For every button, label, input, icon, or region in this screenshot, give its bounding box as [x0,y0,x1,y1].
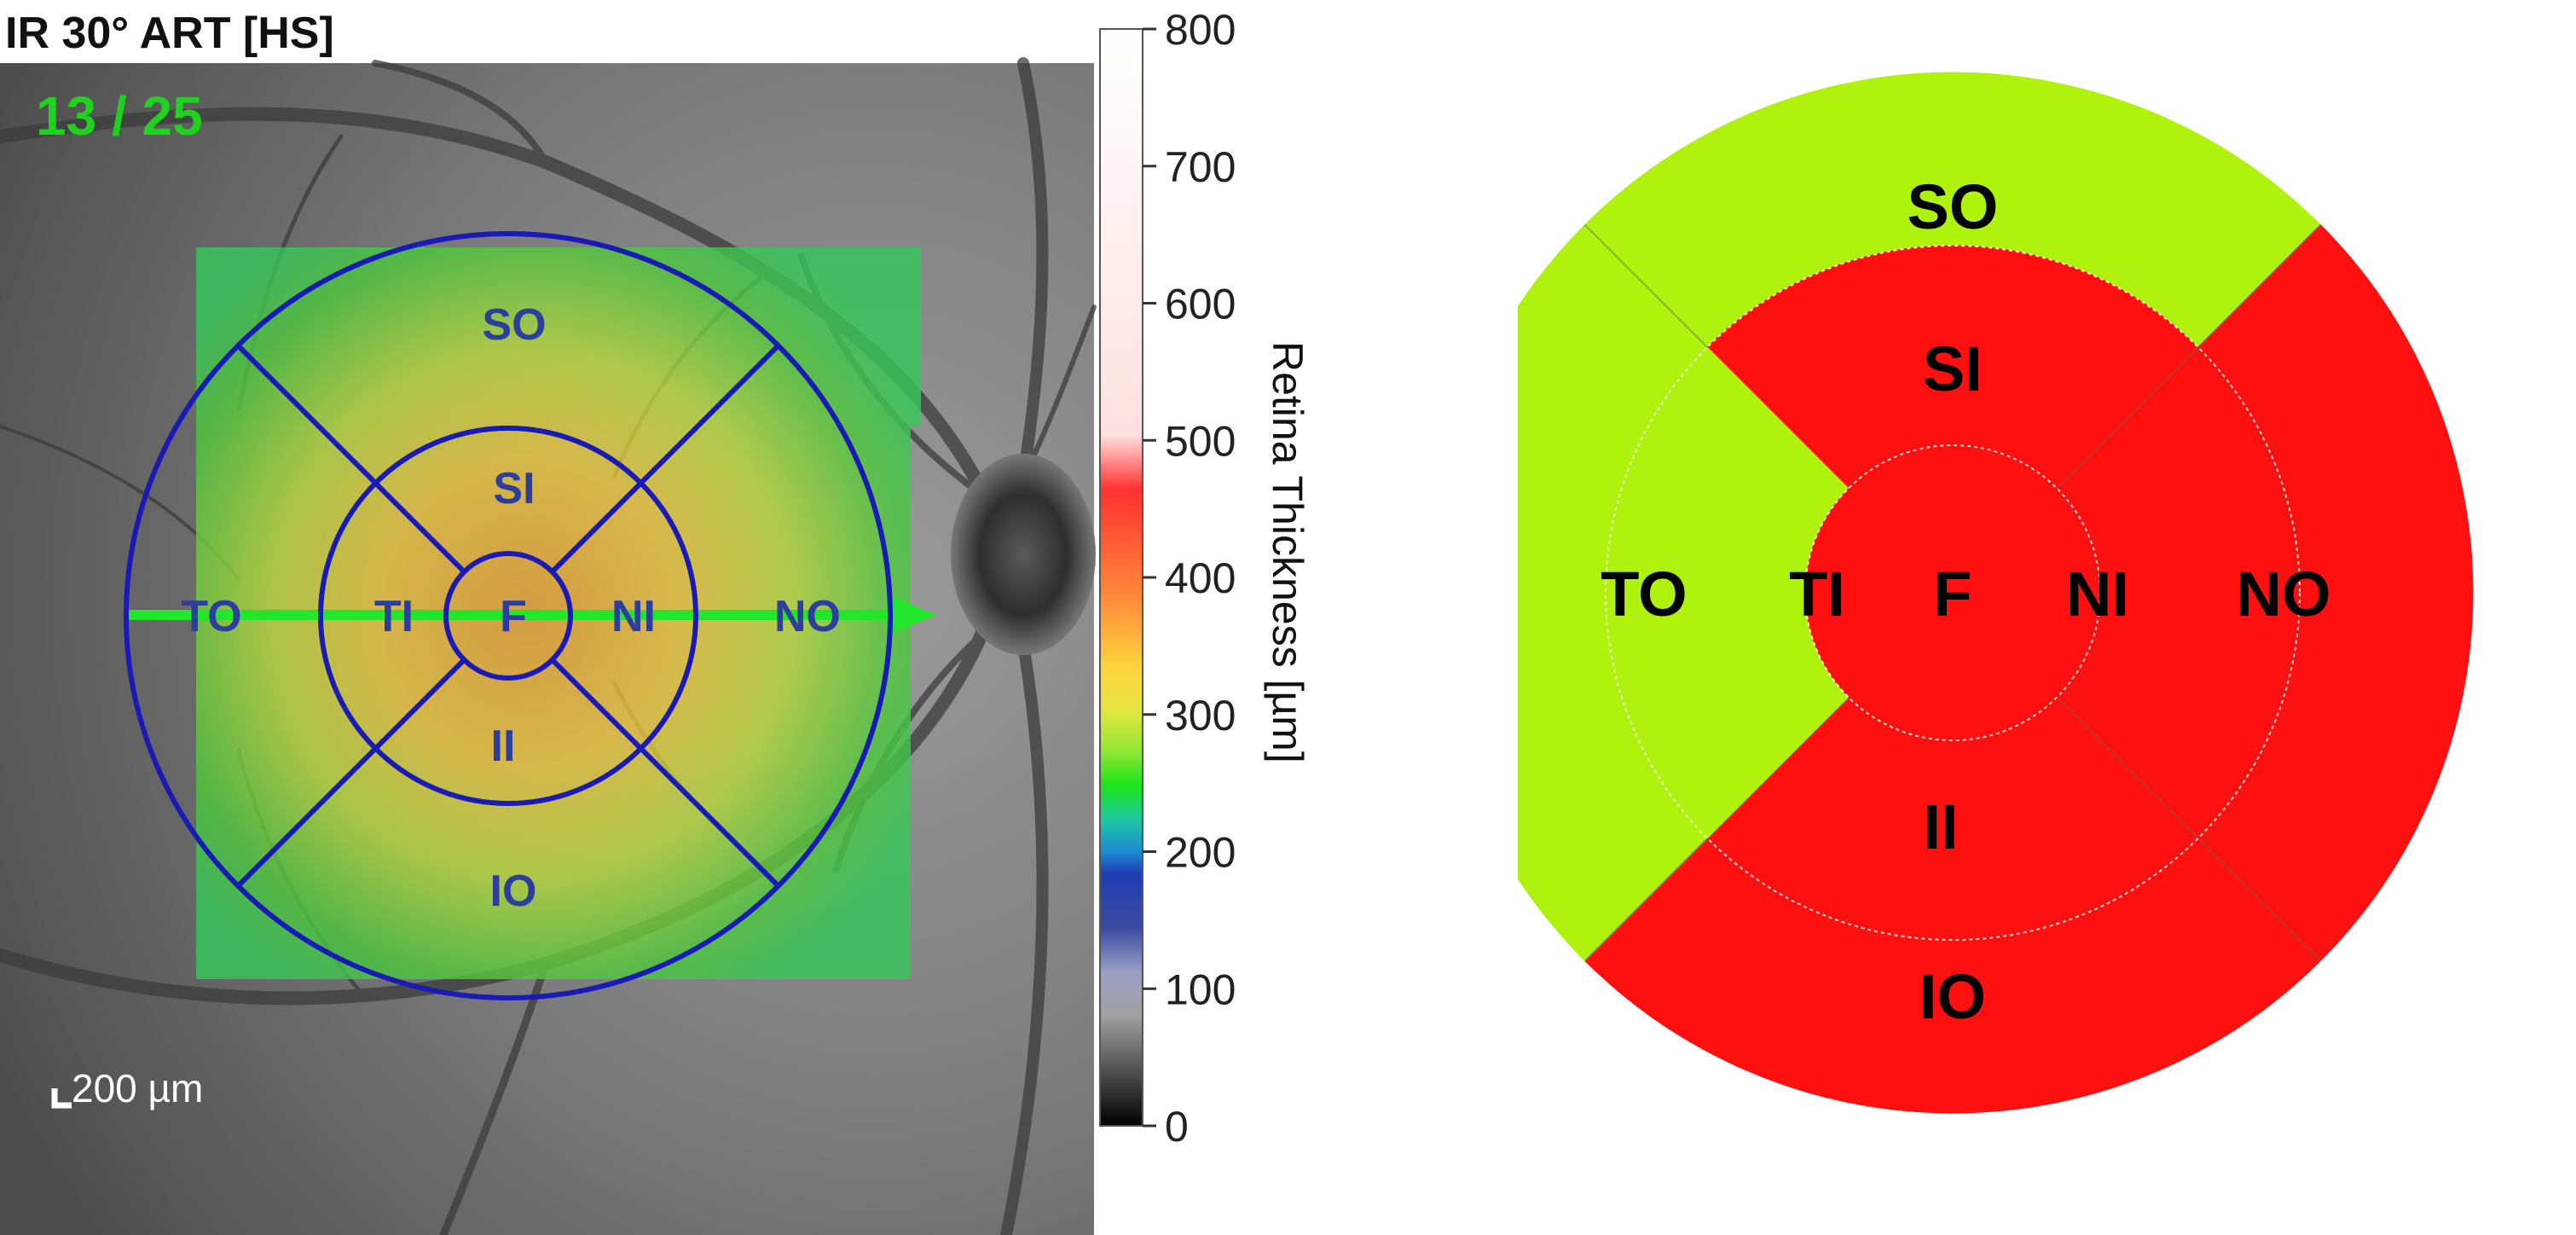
sector-label-to: TO [1601,559,1687,629]
colorbar-tick-label: 700 [1165,143,1236,191]
sector-label-no: NO [2237,559,2331,629]
scan-counter: 13 / 25 [36,85,203,147]
scale-label: 200 µm [72,1066,203,1110]
sector-label-f: F [1933,559,1971,629]
sector-label-si: SI [1923,333,1983,404]
sector-dividers [1605,245,2301,941]
colorbar-tick-label: 100 [1165,965,1236,1013]
colorbar-label: Retina Thickness [µm] [1264,341,1311,763]
inner-ring [318,426,698,806]
sector-label-so: SO [1907,171,1999,242]
colorbar-tick-label: 500 [1165,417,1236,465]
label-ti: TI [374,592,414,641]
fundus-figure: IR 30° ART [HS] [0,6,1311,1235]
label-io: IO [490,867,537,916]
sector-divider-line [2056,224,2321,490]
fovea-ring [443,551,573,681]
fundus-panel: IR 30° ART [HS] [0,6,1311,1235]
colorbar-tick-label: 300 [1165,692,1236,739]
scan-title: IR 30° ART [HS] [5,9,334,58]
colorbar-tick-label: 800 [1165,6,1236,54]
colorbar-tick-label: 400 [1165,554,1236,602]
sector-divider-line [1584,838,1708,961]
label-to: TO [181,592,241,641]
sector-divider-line [1584,224,1708,348]
grid-labels: SO SI TO TI F NI NO II IO [181,300,841,916]
colorbar-ticks: 800 700 600 500 400 300 200 100 0 [1143,6,1236,1151]
label-ii: II [491,722,516,771]
label-so: SO [482,300,546,350]
colorbar: 800 700 600 500 400 300 200 100 0 Retina Thickne… [1099,6,1311,1151]
label-f: F [500,592,527,641]
sector-label-ni: NI [2066,559,2129,629]
outer-ring [124,231,893,1000]
colorbar-tick-label: 0 [1165,1103,1189,1151]
colorbar-gradient [1099,28,1143,1127]
etdrs-grid [124,231,893,1000]
scale-bar: 200 µm [51,1066,203,1110]
sector-divider-line [2056,696,2321,961]
label-ni: NI [611,592,656,641]
label-si: SI [493,464,535,513]
sector-map: SO SI TO TI F NI NO II IO [1518,72,2474,1114]
colorbar-tick-label: 200 [1165,829,1236,877]
colorbar-tick-label: 600 [1165,281,1236,328]
label-no: NO [774,592,841,641]
sector-labels: SO SI TO TI F NI NO II IO [1601,171,2330,1032]
sector-map-panel: SO SI TO TI F NI NO II IO [1518,0,2576,1235]
sector-shapes [1518,72,2474,1114]
sector-f [1805,445,2100,740]
sector-label-ii: II [1923,791,1958,862]
sector-label-io: IO [1919,961,1986,1032]
optic-disc [951,454,1096,655]
sector-label-ti: TI [1789,559,1845,629]
